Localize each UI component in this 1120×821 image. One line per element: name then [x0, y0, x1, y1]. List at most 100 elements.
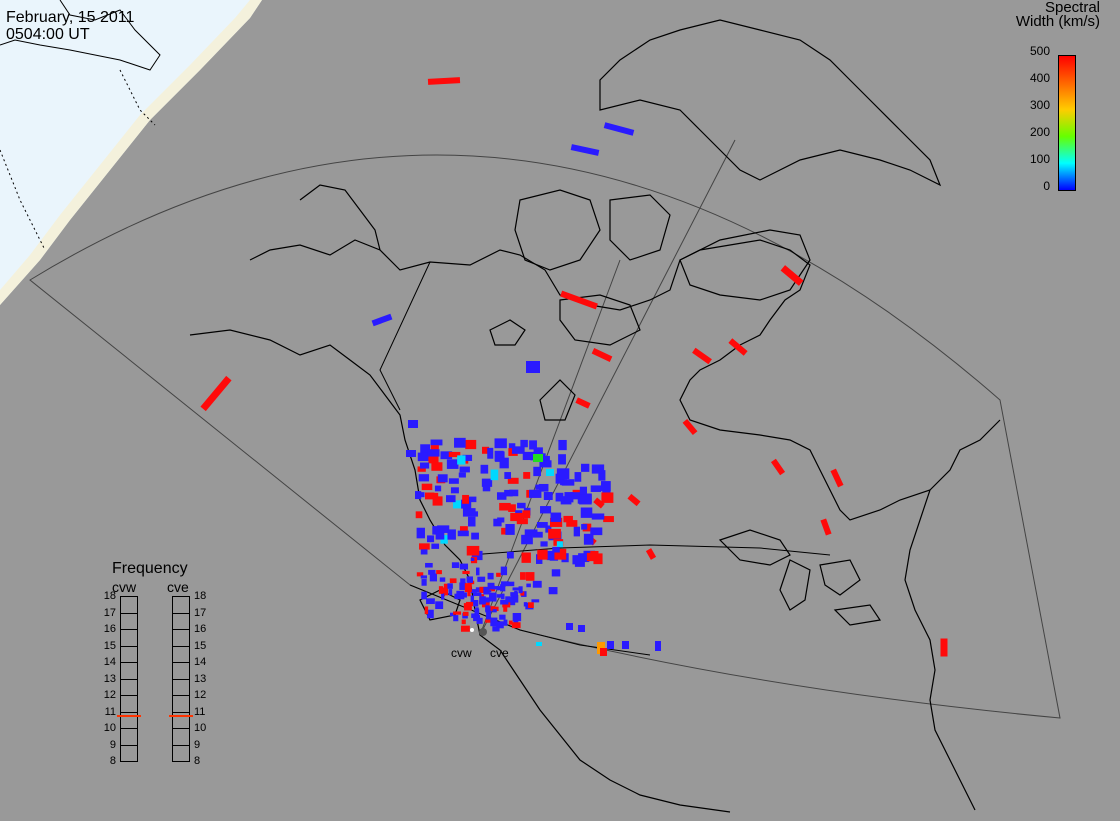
near-range-echo	[490, 617, 498, 627]
near-range-echo	[500, 581, 510, 587]
frequency-tick-cvw: 11	[104, 705, 116, 718]
mid-range-echo	[572, 555, 581, 565]
mid-range-echo	[427, 449, 440, 457]
mid-range-echo	[581, 524, 588, 530]
frequency-cell-cvw	[120, 596, 138, 613]
near-range-echo	[451, 562, 460, 569]
mid-range-echo	[570, 492, 581, 500]
site-cvw-marker	[470, 628, 474, 632]
mid-range-echo	[481, 478, 493, 487]
near-range-echo	[467, 591, 471, 597]
near-range-echo	[551, 569, 561, 577]
mid-range-echo	[420, 444, 431, 455]
frequency-cell-cve	[172, 728, 190, 745]
mid-range-echo	[509, 489, 519, 497]
near-range-echo	[459, 563, 469, 570]
mid-range-echo	[586, 552, 596, 562]
mid-range-echo	[459, 466, 470, 473]
near-range-echo	[526, 583, 531, 588]
near-range-echo	[510, 592, 518, 597]
near-range-echo	[506, 551, 514, 559]
mid-range-echo	[463, 496, 477, 503]
mid-range-echo	[428, 456, 439, 464]
near-range-echo	[487, 582, 495, 589]
frequency-tick-cve: 14	[194, 656, 207, 668]
colorbar-tick-400: 400	[1029, 71, 1050, 85]
near-range-echo	[470, 557, 475, 561]
far-range-echo	[627, 493, 641, 507]
near-range-echo	[470, 589, 477, 593]
mid-range-echo	[494, 450, 504, 462]
mid-range-echo	[555, 492, 564, 502]
mid-range-echo	[590, 485, 602, 492]
near-range-echo	[500, 566, 508, 576]
far-range-echo	[526, 361, 540, 373]
near-range-echo	[566, 623, 573, 630]
frequency-cell-cve	[172, 695, 190, 712]
mid-range-echo	[432, 496, 443, 506]
mid-range-echo	[511, 446, 525, 454]
frequency-tick-cvw: 8	[109, 755, 116, 767]
mid-range-echo	[465, 439, 477, 450]
frequency-tick-cve: 8	[194, 755, 201, 767]
colorbar-title-line2: Width (km/s)	[1015, 13, 1100, 30]
far-range-echo	[371, 313, 393, 327]
mid-range-echo	[580, 507, 593, 518]
mid-range-echo	[558, 439, 567, 451]
near-range-echo	[483, 586, 490, 595]
near-range-echo	[435, 601, 444, 609]
far-range-echo	[406, 450, 416, 457]
mid-range-echo	[554, 548, 567, 560]
mid-range-echo	[561, 479, 575, 486]
mid-range-echo	[427, 492, 439, 499]
mid-range-echo	[417, 466, 426, 472]
far-range-echo	[820, 518, 832, 536]
near-range-echo	[464, 583, 472, 593]
site-cvw-label: cvw	[451, 646, 472, 660]
mid-range-echo	[558, 454, 566, 465]
mid-range-echo	[516, 518, 528, 525]
mid-range-echo	[508, 504, 516, 512]
frequency-cell-cvw	[120, 629, 138, 646]
frequency-tick-cve: 18	[194, 590, 207, 602]
daylight-region	[0, 0, 262, 305]
mid-range-echo	[499, 457, 509, 469]
frequency-tick-cve: 13	[194, 672, 207, 685]
far-range-echo	[770, 458, 786, 476]
frequency-tick-cvw: 16	[103, 623, 116, 635]
near-range-echo	[462, 570, 470, 575]
mid-range-echo	[539, 460, 552, 468]
near-range-echo	[470, 595, 475, 603]
mid-range-echo	[598, 470, 606, 481]
mid-range-echo	[461, 499, 472, 509]
mid-range-echo	[462, 494, 469, 504]
near-range-echo	[416, 572, 424, 577]
near-range-echo	[421, 579, 427, 586]
near-range-echo	[492, 626, 500, 632]
near-range-echo	[441, 587, 448, 596]
frequency-tick-cve: 12	[194, 689, 207, 701]
mid-range-echo	[450, 487, 459, 494]
far-range-echo	[560, 290, 598, 310]
near-range-echo	[460, 578, 466, 584]
fov-outline	[29, 154, 1061, 719]
far-range-echo	[692, 347, 712, 365]
mid-range-echo	[430, 445, 439, 451]
frequency-tick-cvw: 17	[103, 606, 116, 619]
mid-range-echo	[416, 527, 425, 539]
mid-range-echo	[543, 492, 553, 500]
mid-range-echo	[462, 454, 473, 461]
mid-range-echo	[417, 452, 430, 462]
far-range-echo	[575, 397, 591, 409]
great-lakes	[718, 529, 882, 626]
near-range-echo	[607, 641, 614, 649]
mid-range-echo	[419, 543, 430, 550]
far-range-echo	[645, 548, 657, 560]
near-range-echo	[438, 586, 444, 594]
near-range-echo	[479, 596, 486, 605]
near-range-echo	[427, 609, 434, 619]
near-range-echo	[441, 593, 445, 600]
near-range-echo	[450, 612, 455, 617]
mid-range-echo	[499, 502, 511, 511]
